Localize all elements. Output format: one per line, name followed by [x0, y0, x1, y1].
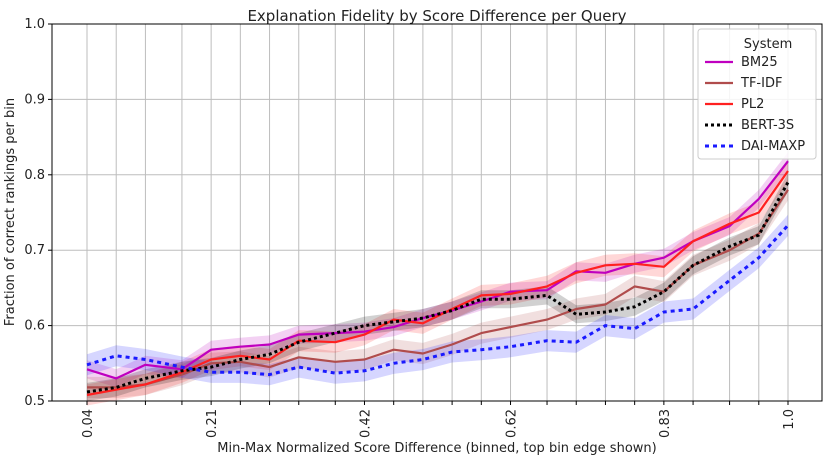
x-tick-label: 0.42 [358, 409, 373, 438]
series-line-pl2 [86, 170, 789, 397]
x-tick-label: 0.83 [658, 409, 673, 438]
band-dai-maxp [87, 214, 788, 386]
series-lines [86, 160, 790, 397]
x-tick-label: 1.0 [782, 409, 797, 430]
y-tick-label: 1.0 [24, 17, 45, 32]
legend-label-dai-maxp: DAI-MAXP [741, 139, 805, 154]
y-tick-label: 0.7 [24, 243, 45, 258]
legend-label-tf-idf: TF-IDF [740, 76, 782, 91]
series-line-bert-3s [86, 181, 790, 394]
x-tick-label: 0.04 [81, 409, 96, 438]
plot-frame [51, 23, 823, 402]
x-axis-label: Min-Max Normalized Score Difference (bin… [217, 441, 656, 456]
y-tick-label: 0.5 [24, 394, 45, 409]
legend-label-bert-3s: BERT-3S [741, 118, 794, 133]
series-line-dai-maxp [86, 224, 790, 377]
y-tick-label: 0.9 [24, 92, 45, 107]
legend: System BM25 TF-IDF PL2 BERT-3S DAI-MAXP [697, 28, 817, 160]
y-axis-ticks: 0.5 0.6 0.7 0.8 0.9 1.0 [24, 17, 52, 409]
band-bm25 [87, 152, 788, 388]
y-axis-label: Fraction of correct rankings per bin [3, 98, 18, 326]
legend-items: BM25 TF-IDF PL2 BERT-3S DAI-MAXP [705, 55, 805, 154]
band-bert-3s [87, 173, 788, 401]
y-tick-label: 0.6 [24, 319, 45, 334]
series-line-tf-idf [87, 189, 789, 389]
y-tick-label: 0.8 [24, 168, 45, 183]
legend-label-bm25: BM25 [741, 55, 778, 70]
x-tick-label: 0.62 [505, 409, 520, 438]
legend-label-pl2: PL2 [741, 97, 764, 112]
x-tick-label: 0.21 [205, 409, 220, 438]
legend-title: System [744, 37, 792, 52]
chart-title: Explanation Fidelity by Score Difference… [247, 7, 626, 25]
x-axis-ticks: 0.04 0.21 0.42 0.62 0.83 1.0 [81, 401, 797, 438]
